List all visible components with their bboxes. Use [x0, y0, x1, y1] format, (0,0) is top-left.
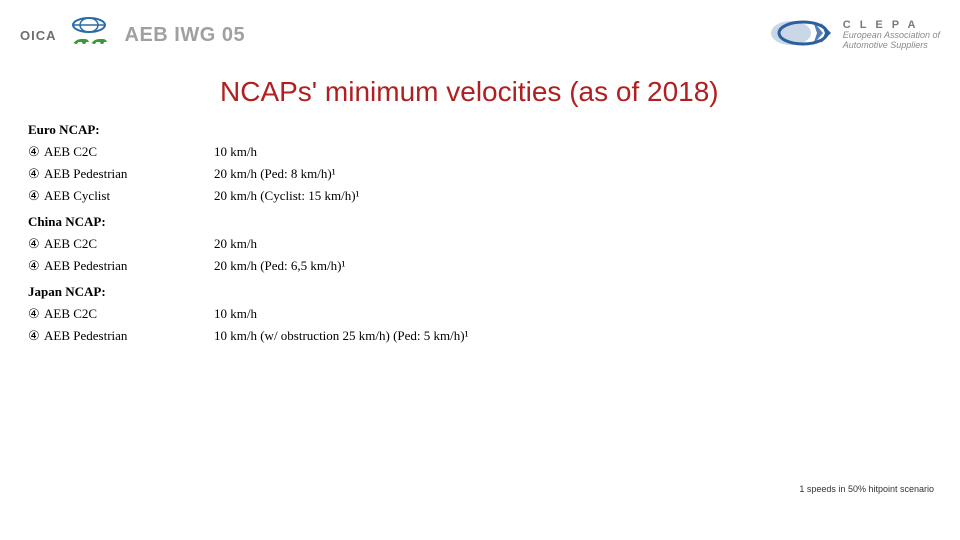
- row-value: 10 km/h: [214, 144, 257, 160]
- row-label: AEB Cyclist: [44, 188, 214, 204]
- row-label: AEB Pedestrian: [44, 328, 214, 344]
- row-value: 20 km/h: [214, 236, 257, 252]
- oica-logo: OICA: [20, 16, 111, 55]
- section-heading: Euro NCAP:: [28, 122, 940, 138]
- header: OICA AEB IWG 05: [20, 12, 940, 58]
- header-left: OICA AEB IWG 05: [20, 16, 245, 55]
- section-heading: Japan NCAP:: [28, 284, 940, 300]
- list-item: ④AEB Pedestrian20 km/h (Ped: 8 km/h)¹: [28, 166, 940, 182]
- doc-code: AEB IWG 05: [125, 24, 246, 47]
- clepa-logo: C L E P A European Association of Automo…: [769, 15, 940, 56]
- row-value: 20 km/h (Cyclist: 15 km/h)¹: [214, 188, 359, 204]
- section-heading: China NCAP:: [28, 214, 940, 230]
- row-value: 20 km/h (Ped: 8 km/h)¹: [214, 166, 336, 182]
- bullet-icon: ④: [28, 328, 44, 344]
- bullet-icon: ④: [28, 258, 44, 274]
- clepa-mark-icon: [769, 15, 833, 56]
- bullet-icon: ④: [28, 144, 44, 160]
- bullet-icon: ④: [28, 236, 44, 252]
- footnote: 1 speeds in 50% hitpoint scenario: [799, 484, 934, 494]
- list-item: ④AEB C2C20 km/h: [28, 236, 940, 252]
- bullet-icon: ④: [28, 306, 44, 322]
- list-item: ④AEB C2C10 km/h: [28, 144, 940, 160]
- row-value: 10 km/h: [214, 306, 257, 322]
- clepa-sub-2: Automotive Suppliers: [843, 41, 940, 50]
- content-body: Euro NCAP:④AEB C2C10 km/h④AEB Pedestrian…: [20, 122, 940, 344]
- clepa-text: C L E P A European Association of Automo…: [843, 20, 940, 50]
- bullet-icon: ④: [28, 188, 44, 204]
- row-value: 10 km/h (w/ obstruction 25 km/h) (Ped: 5…: [214, 328, 469, 344]
- globe-icon: [67, 16, 111, 55]
- row-label: AEB Pedestrian: [44, 258, 214, 274]
- bullet-icon: ④: [28, 166, 44, 182]
- list-item: ④AEB Cyclist20 km/h (Cyclist: 15 km/h)¹: [28, 188, 940, 204]
- row-label: AEB Pedestrian: [44, 166, 214, 182]
- slide: OICA AEB IWG 05: [0, 0, 960, 540]
- row-value: 20 km/h (Ped: 6,5 km/h)¹: [214, 258, 345, 274]
- row-label: AEB C2C: [44, 144, 214, 160]
- oica-label: OICA: [20, 28, 57, 43]
- list-item: ④AEB Pedestrian10 km/h (w/ obstruction 2…: [28, 328, 940, 344]
- list-item: ④AEB Pedestrian20 km/h (Ped: 6,5 km/h)¹: [28, 258, 940, 274]
- row-label: AEB C2C: [44, 236, 214, 252]
- list-item: ④AEB C2C10 km/h: [28, 306, 940, 322]
- row-label: AEB C2C: [44, 306, 214, 322]
- page-title: NCAPs' minimum velocities (as of 2018): [220, 76, 940, 108]
